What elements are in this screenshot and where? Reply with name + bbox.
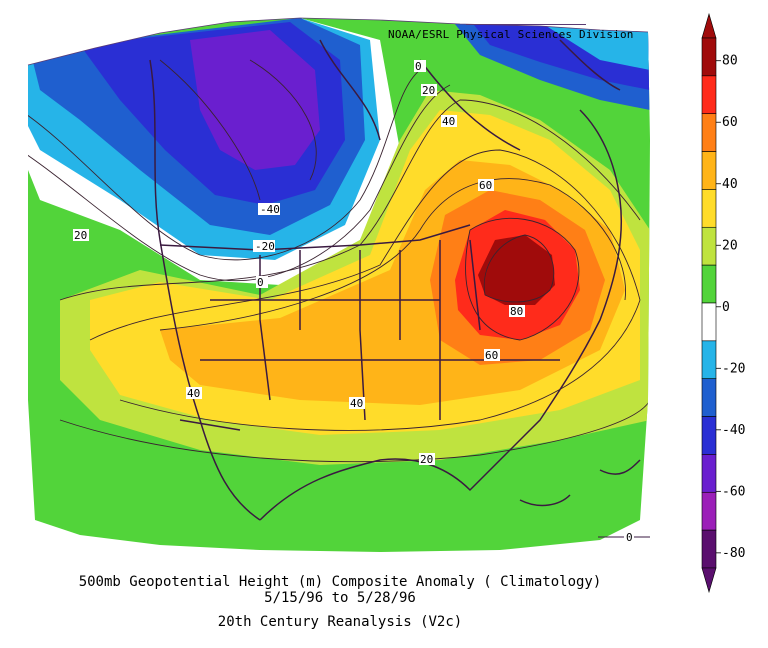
contour-label: 20 <box>420 453 433 466</box>
contour-label: 0 <box>257 276 264 289</box>
contour-label: 40 <box>442 115 455 128</box>
caption-source: 20th Century Reanalysis (V2c) <box>217 614 463 630</box>
legend-tick-label: -80 <box>722 546 745 561</box>
legend-tick-label: 20 <box>722 238 738 253</box>
legend-tick-label: -60 <box>722 484 745 499</box>
legend-swatch <box>701 75 717 115</box>
legend-swatch <box>701 302 717 342</box>
legend-swatch <box>701 264 717 304</box>
legend-tick-label: 40 <box>722 177 738 192</box>
legend-swatch <box>701 529 717 569</box>
contour-label: 60 <box>485 349 498 362</box>
legend-swatch <box>701 340 717 380</box>
contour-label: 40 <box>187 387 200 400</box>
contour-label: 20 <box>74 229 87 242</box>
caption-title: 500mb Geopotential Height (m) Composite … <box>78 574 602 590</box>
legend-tick-label: -40 <box>722 423 745 438</box>
legend-swatch <box>701 189 717 228</box>
contour-lines <box>28 59 650 463</box>
credit-rule <box>466 24 586 25</box>
legend-tick-label: -20 <box>722 361 745 376</box>
contour-labels: -40 -20 0 0 20 20 40 60 80 60 40 20 40 <box>73 60 525 466</box>
legend-swatch <box>701 37 717 77</box>
legend-swatch <box>701 378 717 417</box>
legend-arrow-bottom <box>701 567 717 594</box>
legend-tick-label: 0 <box>722 300 730 315</box>
anomaly-field: -40 -20 0 0 20 20 40 60 80 60 40 20 40 <box>28 18 650 552</box>
legend-swatch <box>701 454 717 493</box>
contour-label: -20 <box>255 240 275 253</box>
contour-label: -40 <box>260 203 280 216</box>
contour-label: 0 <box>626 531 633 544</box>
legend-swatch <box>701 226 717 266</box>
contour-label: 60 <box>479 179 492 192</box>
contour-label: 40 <box>350 397 363 410</box>
credit-text: NOAA/ESRL Physical Sciences Division <box>388 28 634 41</box>
legend-tick-label: 80 <box>722 54 738 69</box>
legend-swatch <box>701 151 717 190</box>
legend-tick-label: 60 <box>722 115 738 130</box>
contour-label-bottom: 0 <box>598 531 650 544</box>
contour-label: 0 <box>415 60 422 73</box>
legend-swatch <box>701 491 717 531</box>
legend-swatch <box>701 416 717 455</box>
contour-label: 80 <box>510 305 523 318</box>
caption-dates: 5/15/96 to 5/28/96 <box>264 590 416 606</box>
legend-arrow-top <box>701 12 717 39</box>
contour-label: 20 <box>422 84 435 97</box>
legend-swatch <box>701 113 717 152</box>
